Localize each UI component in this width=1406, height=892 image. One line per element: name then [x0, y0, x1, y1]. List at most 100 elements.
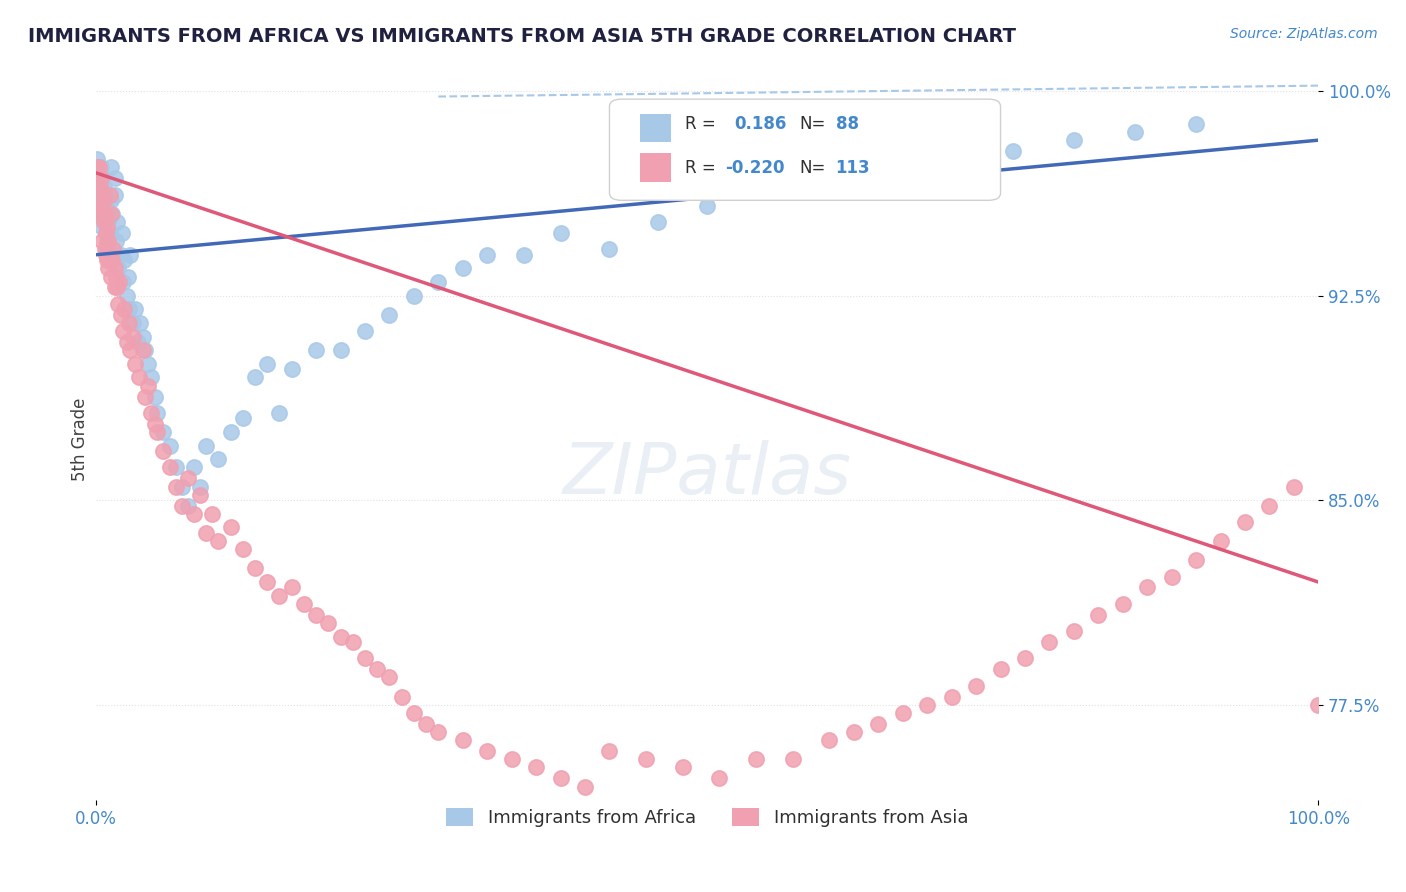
- Point: [89, 207, 111, 221]
- Point: [87, 171, 110, 186]
- Point: [378, 671, 401, 685]
- Point: [90, 193, 112, 207]
- Point: [103, 171, 125, 186]
- Point: [89, 207, 111, 221]
- Point: [696, 199, 718, 213]
- Point: [329, 343, 352, 358]
- Point: [97, 215, 120, 229]
- Point: [100, 207, 122, 221]
- Legend: Immigrants from Africa, Immigrants from Asia: Immigrants from Africa, Immigrants from …: [439, 801, 976, 835]
- Text: IMMIGRANTS FROM AFRICA VS IMMIGRANTS FROM ASIA 5TH GRADE CORRELATION CHART: IMMIGRANTS FROM AFRICA VS IMMIGRANTS FRO…: [28, 27, 1017, 45]
- Point: [990, 662, 1012, 676]
- Point: [1185, 117, 1208, 131]
- Point: [188, 488, 211, 502]
- Text: 113: 113: [835, 159, 870, 177]
- FancyBboxPatch shape: [640, 153, 671, 182]
- Point: [98, 226, 121, 240]
- Point: [915, 698, 938, 712]
- Point: [94, 248, 117, 262]
- Point: [1209, 534, 1232, 549]
- Point: [207, 452, 229, 467]
- Point: [89, 166, 111, 180]
- Point: [120, 343, 142, 358]
- Point: [402, 706, 425, 720]
- Point: [269, 589, 291, 603]
- Point: [756, 179, 779, 194]
- Point: [195, 439, 218, 453]
- Point: [110, 248, 132, 262]
- Point: [124, 357, 146, 371]
- Point: [1233, 515, 1256, 529]
- Point: [177, 471, 200, 485]
- Point: [97, 261, 120, 276]
- Point: [501, 752, 523, 766]
- Point: [94, 226, 117, 240]
- Point: [124, 302, 146, 317]
- Point: [1160, 569, 1182, 583]
- Point: [87, 193, 110, 207]
- Point: [329, 630, 352, 644]
- Point: [93, 193, 115, 207]
- Point: [134, 390, 156, 404]
- Point: [87, 161, 110, 175]
- Point: [598, 242, 620, 256]
- Point: [111, 226, 134, 240]
- Point: [101, 253, 124, 268]
- Point: [152, 425, 174, 439]
- Point: [378, 308, 401, 322]
- Point: [165, 460, 187, 475]
- Text: Source: ZipAtlas.com: Source: ZipAtlas.com: [1230, 27, 1378, 41]
- Point: [269, 406, 291, 420]
- Point: [232, 411, 254, 425]
- Point: [103, 187, 125, 202]
- Point: [1063, 133, 1085, 147]
- Point: [1087, 607, 1109, 622]
- Point: [89, 187, 111, 202]
- Point: [110, 308, 132, 322]
- Point: [96, 253, 118, 268]
- Point: [318, 615, 340, 630]
- Point: [100, 269, 122, 284]
- Point: [647, 215, 669, 229]
- Point: [745, 752, 768, 766]
- Point: [128, 370, 150, 384]
- Point: [232, 542, 254, 557]
- Point: [183, 460, 205, 475]
- Point: [100, 193, 122, 207]
- Point: [1185, 553, 1208, 567]
- Point: [524, 760, 547, 774]
- Point: [201, 507, 224, 521]
- Point: [292, 597, 315, 611]
- Point: [86, 153, 108, 167]
- Point: [93, 215, 115, 229]
- Point: [97, 234, 120, 248]
- Point: [598, 744, 620, 758]
- Point: [427, 275, 450, 289]
- Point: [243, 370, 266, 384]
- Point: [105, 215, 128, 229]
- Point: [96, 234, 118, 248]
- Text: ZIPatlas: ZIPatlas: [562, 441, 852, 509]
- Point: [207, 534, 229, 549]
- Point: [91, 234, 114, 248]
- Point: [107, 297, 129, 311]
- Point: [280, 581, 302, 595]
- Point: [941, 153, 963, 167]
- Point: [103, 261, 125, 276]
- Point: [709, 772, 731, 786]
- Point: [115, 288, 138, 302]
- Text: 88: 88: [835, 115, 859, 134]
- Point: [879, 161, 901, 175]
- Point: [96, 207, 118, 221]
- Text: R =: R =: [685, 159, 716, 177]
- Point: [141, 370, 163, 384]
- Point: [103, 248, 125, 262]
- Point: [112, 324, 135, 338]
- Text: N=: N=: [799, 115, 825, 134]
- Point: [103, 242, 125, 256]
- Point: [1063, 624, 1085, 639]
- FancyBboxPatch shape: [609, 99, 1001, 201]
- Point: [93, 193, 115, 207]
- Point: [97, 242, 120, 256]
- Point: [112, 275, 135, 289]
